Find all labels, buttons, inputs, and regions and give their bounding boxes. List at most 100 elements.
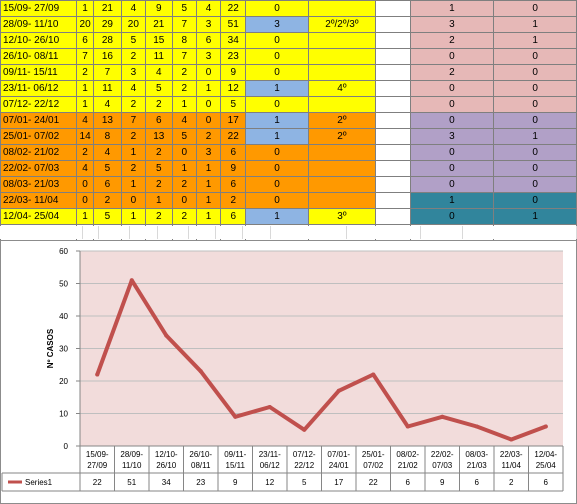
count-cell[interactable]: 4 xyxy=(76,160,95,177)
z2-cell[interactable]: 1 xyxy=(493,208,577,225)
total-cell[interactable]: 6 xyxy=(220,144,247,161)
count-cell[interactable]: 2 xyxy=(171,80,197,97)
count-cell[interactable]: 15 xyxy=(144,32,173,49)
count-cell[interactable]: 21 xyxy=(93,0,122,17)
empty-cell[interactable] xyxy=(375,208,411,225)
empty-cell[interactable] xyxy=(375,16,411,33)
period-cell[interactable]: 08/02- 21/02 xyxy=(0,144,78,161)
position-cell[interactable] xyxy=(307,32,377,49)
empty-cell[interactable] xyxy=(375,64,411,81)
count-cell[interactable]: 6 xyxy=(144,112,173,129)
total-cell[interactable]: 5 xyxy=(220,96,247,113)
z2-cell[interactable]: 0 xyxy=(493,0,577,17)
count-cell[interactable]: 2 xyxy=(171,176,197,193)
count-cell[interactable]: 1 xyxy=(195,176,222,193)
count-cell[interactable]: 29 xyxy=(93,16,122,33)
count-cell[interactable]: 4 xyxy=(144,64,173,81)
x-cell[interactable]: 0 xyxy=(245,176,309,193)
count-cell[interactable]: 7 xyxy=(76,48,95,65)
z2-cell[interactable]: 1 xyxy=(493,32,577,49)
z2-cell[interactable]: 0 xyxy=(493,192,577,209)
z1-cell[interactable]: 0 xyxy=(409,96,495,113)
count-cell[interactable]: 5 xyxy=(144,80,173,97)
count-cell[interactable]: 1 xyxy=(120,208,146,225)
period-cell[interactable]: 08/03- 21/03 xyxy=(0,176,78,193)
count-cell[interactable]: 7 xyxy=(120,112,146,129)
period-cell[interactable]: 15/09- 27/09 xyxy=(0,0,78,17)
z1-cell[interactable]: 3 xyxy=(409,128,495,145)
position-cell[interactable] xyxy=(307,176,377,193)
x-cell[interactable]: 0 xyxy=(245,160,309,177)
count-cell[interactable]: 6 xyxy=(93,176,122,193)
count-cell[interactable]: 6 xyxy=(195,32,222,49)
empty-cell[interactable] xyxy=(375,112,411,129)
z2-cell[interactable]: 0 xyxy=(493,48,577,65)
count-cell[interactable]: 0 xyxy=(120,192,146,209)
empty-cell[interactable] xyxy=(375,128,411,145)
count-cell[interactable]: 1 xyxy=(144,192,173,209)
position-cell[interactable] xyxy=(307,96,377,113)
total-cell[interactable]: 12 xyxy=(220,80,247,97)
z2-cell[interactable]: 0 xyxy=(493,160,577,177)
position-cell[interactable] xyxy=(307,144,377,161)
z1-cell[interactable]: 1 xyxy=(409,192,495,209)
empty-cell[interactable] xyxy=(375,80,411,97)
total-cell[interactable]: 34 xyxy=(220,32,247,49)
count-cell[interactable]: 1 xyxy=(76,0,95,17)
count-cell[interactable]: 9 xyxy=(144,0,173,17)
period-cell[interactable]: 12/10- 26/10 xyxy=(0,32,78,49)
x-cell[interactable]: 1 xyxy=(245,112,309,129)
count-cell[interactable]: 2 xyxy=(195,128,222,145)
x-cell[interactable]: 0 xyxy=(245,96,309,113)
count-cell[interactable]: 3 xyxy=(120,64,146,81)
count-cell[interactable]: 8 xyxy=(171,32,197,49)
count-cell[interactable]: 2 xyxy=(120,48,146,65)
count-cell[interactable]: 3 xyxy=(195,16,222,33)
count-cell[interactable]: 1 xyxy=(76,96,95,113)
count-cell[interactable]: 20 xyxy=(120,16,146,33)
total-cell[interactable]: 6 xyxy=(220,176,247,193)
count-cell[interactable]: 16 xyxy=(93,48,122,65)
empty-cell[interactable] xyxy=(375,160,411,177)
z2-cell[interactable]: 0 xyxy=(493,96,577,113)
empty-cell[interactable] xyxy=(375,32,411,49)
count-cell[interactable]: 21 xyxy=(144,16,173,33)
position-cell[interactable]: 4º xyxy=(307,80,377,97)
count-cell[interactable]: 4 xyxy=(93,96,122,113)
period-cell[interactable]: 09/11- 15/11 xyxy=(0,64,78,81)
count-cell[interactable]: 28 xyxy=(93,32,122,49)
total-cell[interactable]: 17 xyxy=(220,112,247,129)
count-cell[interactable]: 5 xyxy=(120,32,146,49)
position-cell[interactable]: 2º xyxy=(307,112,377,129)
period-cell[interactable]: 07/12- 22/12 xyxy=(0,96,78,113)
count-cell[interactable]: 0 xyxy=(195,64,222,81)
empty-cell[interactable] xyxy=(375,48,411,65)
count-cell[interactable]: 11 xyxy=(93,80,122,97)
z1-cell[interactable]: 2 xyxy=(409,32,495,49)
count-cell[interactable]: 0 xyxy=(171,192,197,209)
count-cell[interactable]: 1 xyxy=(76,80,95,97)
total-cell[interactable]: 6 xyxy=(220,208,247,225)
z1-cell[interactable]: 0 xyxy=(409,176,495,193)
count-cell[interactable]: 2 xyxy=(120,160,146,177)
x-cell[interactable]: 3 xyxy=(245,16,309,33)
count-cell[interactable]: 6 xyxy=(76,32,95,49)
z1-cell[interactable]: 2 xyxy=(409,64,495,81)
position-cell[interactable] xyxy=(307,0,377,17)
count-cell[interactable]: 1 xyxy=(171,96,197,113)
x-cell[interactable]: 0 xyxy=(245,48,309,65)
count-cell[interactable]: 5 xyxy=(171,0,197,17)
count-cell[interactable]: 1 xyxy=(195,80,222,97)
x-cell[interactable]: 1 xyxy=(245,80,309,97)
position-cell[interactable]: 2º xyxy=(307,128,377,145)
count-cell[interactable]: 4 xyxy=(120,80,146,97)
z1-cell[interactable]: 3 xyxy=(409,16,495,33)
empty-cell[interactable] xyxy=(375,192,411,209)
empty-cell[interactable] xyxy=(375,96,411,113)
position-cell[interactable] xyxy=(307,192,377,209)
count-cell[interactable]: 5 xyxy=(93,160,122,177)
count-cell[interactable]: 13 xyxy=(144,128,173,145)
count-cell[interactable]: 20 xyxy=(76,16,95,33)
count-cell[interactable]: 14 xyxy=(76,128,95,145)
total-cell[interactable]: 22 xyxy=(220,0,247,17)
